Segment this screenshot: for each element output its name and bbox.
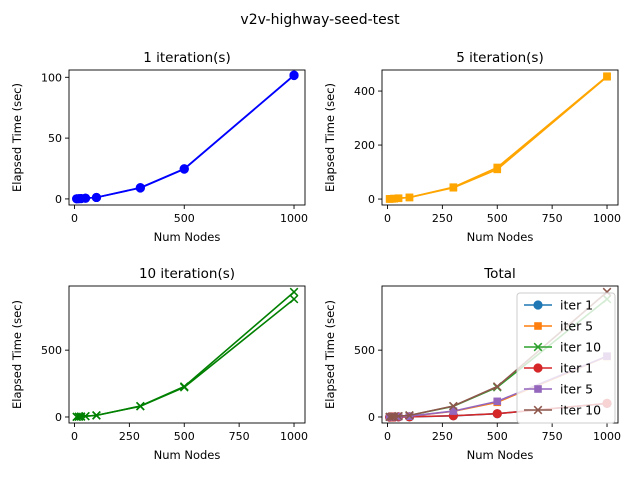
x-axis-label: Num Nodes — [467, 448, 534, 462]
y-tick-label: 500 — [354, 344, 375, 357]
data-point — [449, 183, 458, 191]
legend-marker — [534, 322, 542, 330]
y-tick-label: 0 — [55, 193, 62, 206]
y-tick-label: 100 — [41, 71, 62, 84]
x-tick-label: 500 — [487, 212, 508, 225]
x-tick-label: 250 — [119, 430, 140, 443]
x-tick-label: 750 — [229, 430, 250, 443]
x-tick-label: 1000 — [593, 212, 621, 225]
axes-frame — [381, 69, 619, 206]
y-axis-label: Elapsed Time (sec) — [323, 83, 337, 192]
legend-label: iter 5 — [560, 382, 593, 397]
panel-title: 5 iteration(s) — [456, 50, 543, 66]
data-point — [92, 411, 101, 420]
x-axis-label: Num Nodes — [154, 448, 221, 462]
legend: iter 1 iter 5 iter 10 iter 1 iter 5 iter 10 — [516, 292, 616, 424]
legend-label: iter 1 — [560, 298, 593, 313]
x-tick-label: 0 — [384, 212, 391, 225]
x-tick-label: 250 — [432, 212, 453, 225]
x-tick-label: 0 — [71, 430, 78, 443]
data-point — [449, 407, 458, 415]
y-tick-label: 50 — [48, 132, 62, 145]
chart-panel-4: Total 0 250 500 750 1000 0 500 Num Nodes Elapsed … — [323, 266, 621, 462]
chart-panel-3: 10 iteration(s) 0 250 500 750 1000 0 500 Num Nod… — [10, 266, 308, 462]
data-point — [136, 401, 145, 411]
data-point — [289, 287, 299, 297]
data-point — [179, 382, 189, 391]
series-line — [76, 291, 295, 418]
data-point — [394, 411, 403, 421]
legend-marker — [533, 405, 543, 415]
data-point — [449, 401, 458, 411]
figure-suptitle: v2v-highway-seed-test — [240, 12, 400, 28]
legend-label: iter 10 — [560, 403, 601, 418]
y-tick-label: 400 — [354, 85, 375, 98]
x-tick-label: 750 — [542, 212, 563, 225]
data-point — [493, 397, 502, 406]
series-line — [389, 75, 608, 200]
data-point — [80, 193, 91, 203]
x-axis-label: Num Nodes — [154, 230, 221, 244]
data-point — [492, 409, 502, 419]
legend-label: iter 10 — [560, 340, 601, 355]
panel-title: 10 iteration(s) — [139, 266, 235, 282]
x-tick-label: 0 — [71, 212, 78, 225]
legend-marker — [533, 342, 543, 352]
data-point — [405, 411, 414, 420]
data-point — [405, 193, 414, 202]
data-point — [91, 192, 102, 203]
series-line — [389, 76, 608, 200]
chart-panel-2: 5 iteration(s) 0 250 500 750 1000 0 200 400 Num N… — [323, 50, 621, 244]
x-axis-label: Num Nodes — [467, 230, 534, 244]
series-line — [76, 74, 295, 200]
y-tick-label: 500 — [41, 344, 62, 357]
legend-label: iter 5 — [560, 319, 593, 334]
x-tick-label: 500 — [174, 430, 195, 443]
legend-marker — [533, 363, 543, 373]
series-line — [76, 298, 295, 418]
y-axis-label: Elapsed Time (sec) — [10, 300, 24, 409]
x-tick-label: 1000 — [280, 430, 308, 443]
x-tick-label: 1000 — [280, 212, 308, 225]
y-axis-label: Elapsed Time (sec) — [10, 83, 24, 192]
x-tick-label: 500 — [174, 212, 195, 225]
axes-frame — [68, 69, 306, 206]
data-point — [135, 183, 145, 193]
data-point — [81, 411, 90, 421]
legend-marker — [533, 300, 543, 310]
y-tick-label: 0 — [55, 411, 62, 424]
axes-frame — [381, 285, 619, 424]
legend-label: iter 1 — [560, 361, 593, 376]
x-tick-label: 750 — [542, 430, 563, 443]
data-point — [492, 382, 502, 391]
data-point — [179, 164, 189, 174]
x-tick-label: 500 — [487, 430, 508, 443]
x-tick-label: 1000 — [593, 430, 621, 443]
data-point — [289, 70, 299, 80]
y-axis-label: Elapsed Time (sec) — [323, 300, 337, 409]
x-tick-label: 0 — [384, 430, 391, 443]
axes-frame — [68, 285, 306, 424]
y-tick-label: 0 — [368, 193, 375, 206]
y-tick-label: 200 — [354, 139, 375, 152]
data-point — [289, 294, 299, 304]
x-tick-label: 250 — [432, 430, 453, 443]
panel-title: 1 iteration(s) — [143, 50, 230, 66]
data-point — [493, 163, 502, 172]
data-point — [394, 194, 403, 203]
legend-marker — [534, 385, 542, 393]
series-line — [76, 74, 295, 200]
panel-title: Total — [483, 266, 516, 282]
chart-panel-1: 1 iteration(s) 0 500 1000 0 50 100 Num Nodes Ela… — [10, 50, 308, 244]
data-point — [390, 194, 398, 203]
y-tick-label: 0 — [368, 411, 375, 424]
data-point — [603, 72, 611, 81]
